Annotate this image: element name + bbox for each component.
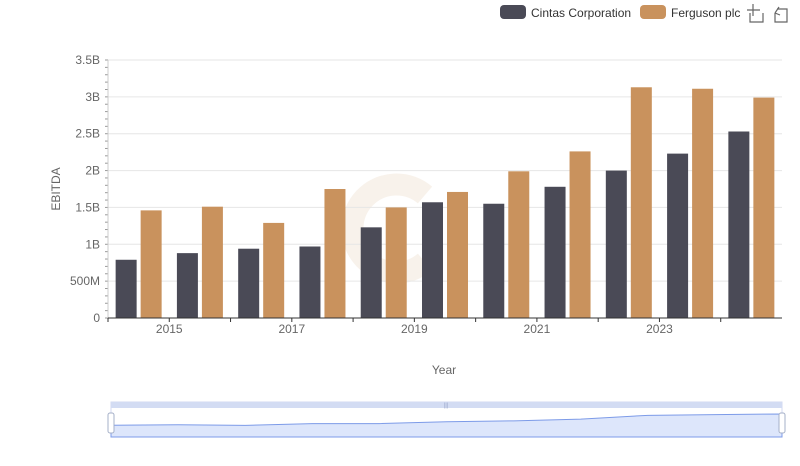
x-axis: 2015 2017 2019 2021 2023 xyxy=(107,317,782,336)
zoom-preview-area xyxy=(110,413,783,438)
x-tick-label: 2019 xyxy=(401,322,428,336)
bar-ferguson-2016[interactable] xyxy=(263,222,285,318)
bar-ferguson-2020[interactable] xyxy=(508,171,530,318)
x-tick-label: 2021 xyxy=(524,322,551,336)
x-axis-title: Year xyxy=(432,363,456,377)
bar-cintas-2015[interactable] xyxy=(176,253,198,318)
legend-item-ferguson[interactable]: Ferguson plc xyxy=(640,5,740,20)
legend-label-cintas: Cintas Corporation xyxy=(531,6,631,20)
zoom-reset-icon[interactable] xyxy=(774,6,788,23)
bar-cintas-2017[interactable] xyxy=(299,246,321,318)
bar-ferguson-2015[interactable] xyxy=(201,206,223,318)
bar-ferguson-2017[interactable] xyxy=(324,189,346,318)
bar-cintas-2021[interactable] xyxy=(544,186,566,318)
bars xyxy=(115,87,775,319)
legend: Cintas Corporation Ferguson plc xyxy=(500,5,740,20)
zoom-handle-left[interactable] xyxy=(107,412,115,434)
bar-ferguson-2024[interactable] xyxy=(753,97,775,318)
bar-cintas-2023[interactable] xyxy=(667,153,689,318)
y-axis-title: EBITDA xyxy=(49,167,63,210)
y-tick-label: 1B xyxy=(85,237,100,251)
legend-swatch-ferguson xyxy=(640,5,666,19)
zoom-handle-right[interactable] xyxy=(778,412,786,434)
zoom-top-bar[interactable] xyxy=(111,402,782,408)
y-tick-label: 2B xyxy=(85,164,100,178)
y-tick-label: 0 xyxy=(93,311,100,325)
legend-item-cintas[interactable]: Cintas Corporation xyxy=(500,5,631,20)
y-axis: 0 500M 1B 1.5B 2B 2.5B 3B 3.5B xyxy=(70,53,109,325)
bar-cintas-2014[interactable] xyxy=(115,259,137,318)
bar-cintas-2024[interactable] xyxy=(728,131,750,318)
x-tick-label: 2023 xyxy=(646,322,673,336)
bar-cintas-2022[interactable] xyxy=(605,170,627,318)
y-tick-label: 1.5B xyxy=(75,200,100,214)
zoom-grip-icon[interactable]: ||| xyxy=(444,403,449,409)
legend-label-ferguson: Ferguson plc xyxy=(671,6,740,20)
bar-cintas-2019[interactable] xyxy=(422,202,443,318)
x-tick-label: 2017 xyxy=(278,322,305,336)
bar-cintas-2020[interactable] xyxy=(483,203,505,318)
legend-swatch-cintas xyxy=(500,5,526,19)
y-tick-label: 3B xyxy=(85,90,100,104)
zoom-area-icon[interactable] xyxy=(747,4,764,23)
bar-ferguson-2019[interactable] xyxy=(447,191,468,318)
bar-ferguson-2014[interactable] xyxy=(140,210,162,318)
bar-ferguson-2022[interactable] xyxy=(630,87,652,318)
data-zoom-slider[interactable]: ||| xyxy=(107,401,786,438)
bar-ferguson-2023[interactable] xyxy=(692,88,714,319)
bar-cintas-2016[interactable] xyxy=(238,248,260,318)
bar-ferguson-2018[interactable] xyxy=(385,207,407,318)
bar-cintas-2018[interactable] xyxy=(360,227,382,318)
x-tick-label: 2015 xyxy=(156,322,183,336)
y-tick-label: 3.5B xyxy=(75,53,100,67)
bar-ferguson-2021[interactable] xyxy=(569,151,591,318)
y-tick-label: 2.5B xyxy=(75,127,100,141)
y-tick-label: 500M xyxy=(70,274,100,288)
